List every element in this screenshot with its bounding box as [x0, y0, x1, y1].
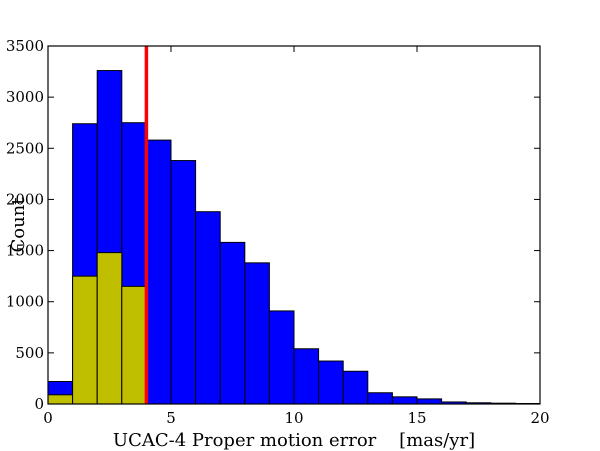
bars-layer: [47, 70, 541, 405]
bar-subset-bin-2: [96, 252, 123, 405]
bar-all-bin-15: [416, 398, 443, 405]
x-tick-label: 10: [284, 409, 303, 427]
bar-all-bin-13: [367, 392, 393, 405]
x-axis-label: UCAC-4 Proper motion error [mas/yr]: [113, 430, 475, 451]
bar-subset-bin-1: [72, 275, 98, 405]
y-tick-label: 1000: [6, 293, 44, 311]
bar-all-bin-12: [342, 370, 369, 405]
bar-all-bin-6: [195, 211, 221, 405]
x-tick-label: 20: [530, 409, 549, 427]
bar-all-bin-4: [145, 139, 172, 405]
bar-all-bin-11: [318, 360, 344, 405]
bar-all-bin-8: [244, 262, 270, 405]
y-tick-label: 2500: [6, 139, 44, 157]
bar-subset-bin-0: [47, 394, 74, 405]
x-tick-label: 5: [166, 409, 176, 427]
bar-all-bin-10: [293, 348, 320, 405]
y-tick-label: 2000: [6, 190, 44, 208]
x-tick-label: 0: [43, 409, 53, 427]
y-tick-label: 500: [15, 344, 44, 362]
y-tick-label: 0: [34, 395, 44, 413]
bar-all-bin-7: [219, 241, 246, 405]
y-tick-label: 3500: [6, 37, 44, 55]
bar-all-bin-9: [268, 310, 295, 405]
y-tick-label: 1500: [6, 242, 44, 260]
bar-subset-bin-3: [121, 285, 147, 405]
bar-all-bin-5: [170, 160, 197, 405]
y-axis-label: Count: [8, 197, 29, 253]
x-tick-label: 15: [407, 409, 426, 427]
ticks-layer: 0 5 10 15 20 0 500 1000 1500 2000 2500 3000 3500: [6, 37, 550, 427]
bar-all-bin-14: [391, 396, 418, 405]
y-tick-label: 3000: [6, 88, 44, 106]
